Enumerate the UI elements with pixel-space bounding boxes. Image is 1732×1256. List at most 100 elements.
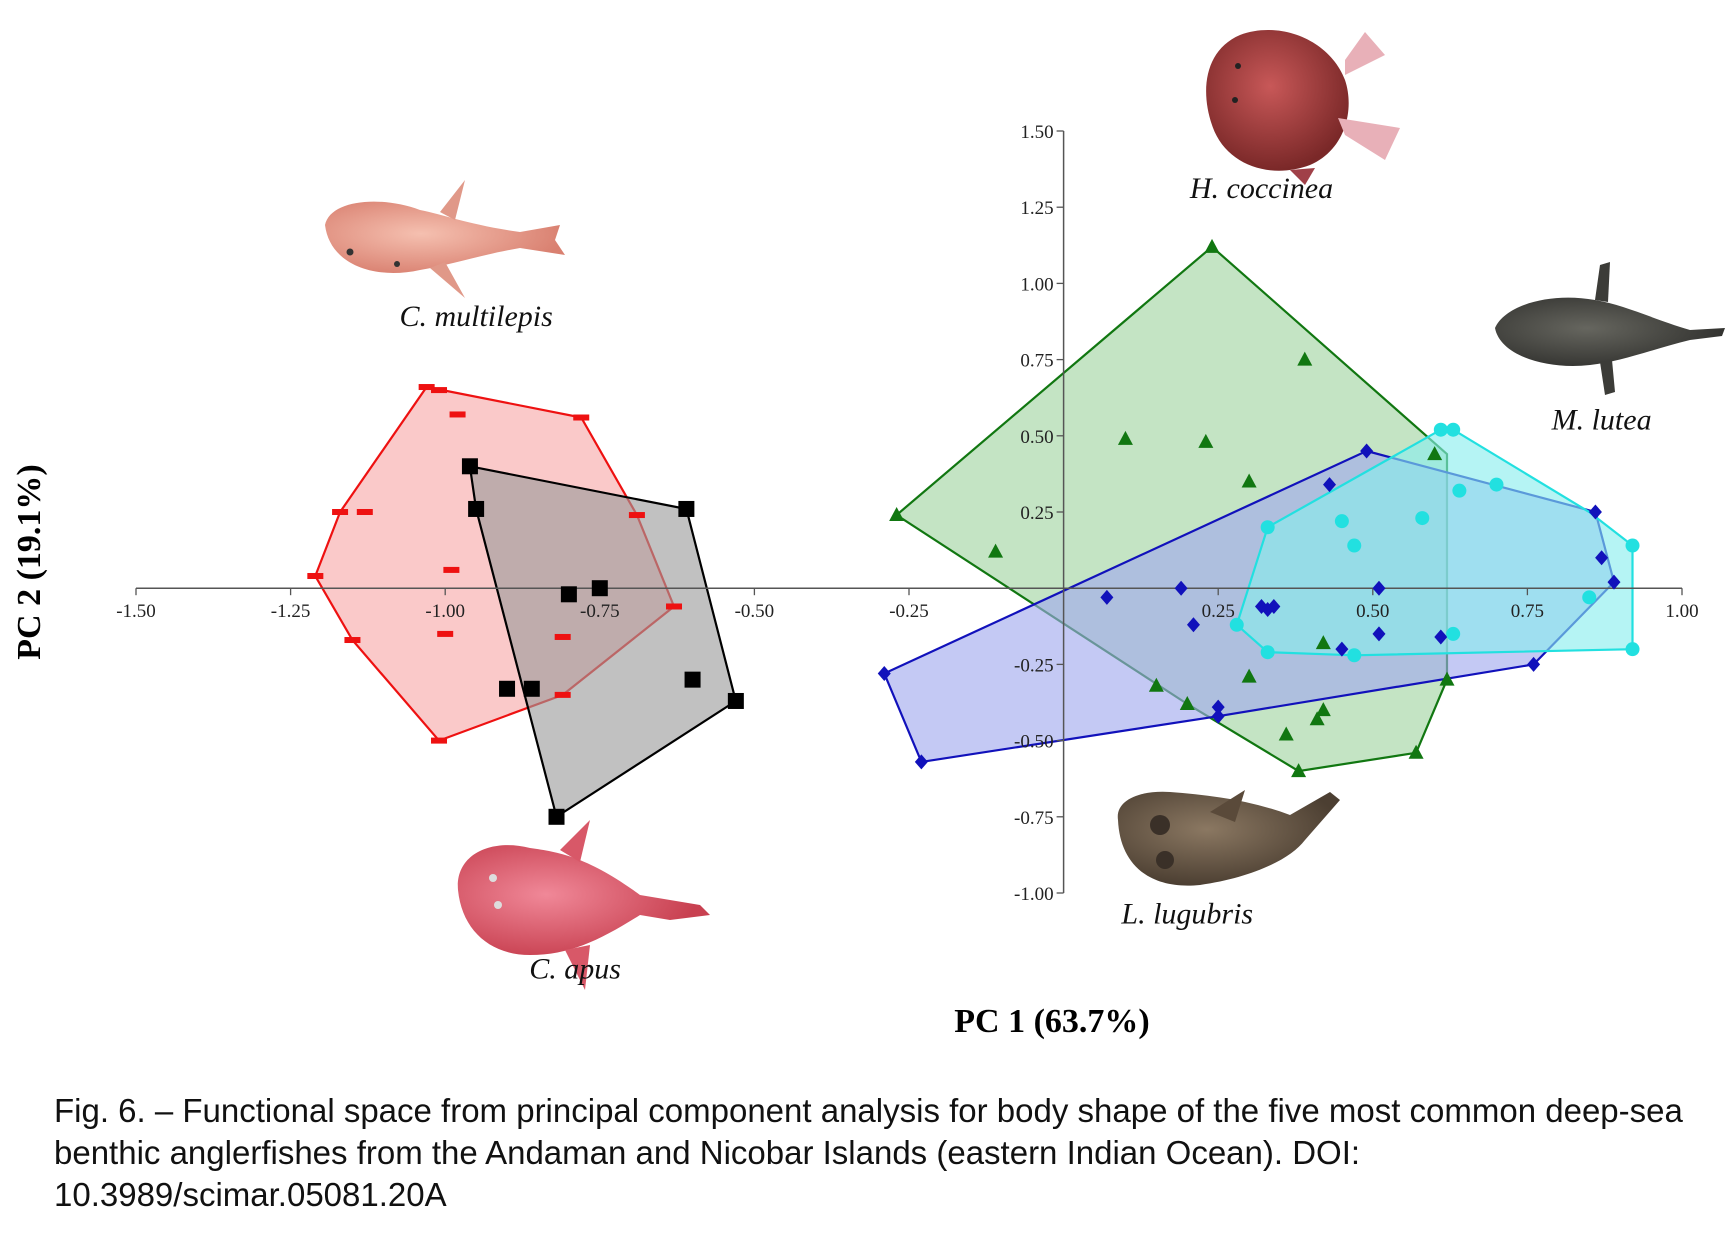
- y-tick-label: 1.25: [1020, 198, 1053, 219]
- point-l-lugubris: [914, 754, 928, 770]
- point-m-lutea: [1625, 538, 1640, 553]
- x-tick-label: 0.25: [1202, 601, 1235, 622]
- point-h-coccinea: [1315, 702, 1331, 717]
- point-c-multilepis: [356, 509, 373, 515]
- y-tick-label: 0.75: [1020, 351, 1053, 372]
- point-h-coccinea: [1315, 635, 1331, 650]
- point-h-coccinea: [1427, 446, 1443, 461]
- point-c-multilepis: [449, 411, 466, 418]
- point-m-lutea: [1433, 422, 1448, 437]
- point-c-apus: [684, 671, 701, 688]
- point-l-lugubris: [1323, 477, 1337, 493]
- point-h-coccinea: [1117, 430, 1133, 445]
- point-c-apus: [591, 580, 608, 597]
- point-l-lugubris: [1335, 641, 1349, 657]
- x-tick-label: -1.00: [425, 601, 465, 622]
- x-axis-title: PC 1 (63.7%): [954, 1003, 1149, 1040]
- point-c-multilepis: [666, 603, 683, 610]
- point-c-multilepis: [332, 509, 349, 515]
- point-c-multilepis: [431, 737, 448, 744]
- point-c-apus: [727, 692, 744, 709]
- point-l-lugubris: [1100, 589, 1114, 605]
- point-h-coccinea: [1309, 711, 1325, 726]
- point-m-lutea: [1452, 483, 1467, 498]
- data-points: [307, 238, 1640, 825]
- x-tick-label: 1.00: [1665, 601, 1698, 622]
- point-l-lugubris: [1174, 580, 1188, 596]
- point-c-multilepis: [554, 691, 571, 698]
- axes: -1.50 -1.25 -1.00 -0.75 -0.50 -0.25 0.25 0.50 0.…: [116, 122, 1698, 905]
- x-tick-label: -1.25: [271, 601, 311, 622]
- point-h-coccinea: [1439, 671, 1455, 686]
- x-tick-label: 0.75: [1511, 601, 1544, 622]
- point-l-lugubris: [1211, 708, 1225, 724]
- point-c-multilepis: [554, 633, 571, 640]
- species-label-m-lutea: M. lutea: [1551, 404, 1652, 437]
- point-c-apus: [678, 500, 695, 517]
- point-l-lugubris: [1372, 580, 1386, 596]
- y-axis-title: PC 2 (19.1%): [11, 464, 48, 659]
- point-c-multilepis: [418, 384, 435, 391]
- y-tick-label: 0.25: [1020, 503, 1053, 524]
- point-h-coccinea: [1291, 763, 1307, 778]
- point-h-coccinea: [1297, 351, 1313, 366]
- c-apus-fish-photo: [457, 820, 710, 990]
- c-multilepis-fish-photo: [325, 180, 565, 298]
- point-h-coccinea: [1204, 238, 1220, 253]
- point-l-lugubris: [1595, 550, 1609, 566]
- point-h-coccinea: [1148, 677, 1164, 692]
- point-m-lutea: [1347, 538, 1362, 553]
- point-l-lugubris: [1186, 617, 1200, 633]
- point-h-coccinea: [1241, 473, 1257, 488]
- point-c-multilepis: [443, 566, 460, 573]
- point-m-lutea: [1625, 642, 1640, 657]
- point-l-lugubris: [1261, 602, 1275, 618]
- point-l-lugubris: [1372, 626, 1386, 642]
- convex-hulls: [314, 245, 1634, 819]
- point-h-coccinea: [1278, 726, 1294, 741]
- point-h-coccinea: [1198, 433, 1214, 448]
- figure-caption: Fig. 6. – Functional space from principa…: [54, 1092, 1683, 1213]
- point-m-lutea: [1347, 648, 1362, 663]
- y-tick-label: 0.50: [1020, 427, 1053, 448]
- y-tick-label: 1.50: [1020, 122, 1053, 143]
- h-coccinea-fish-photo: [1206, 30, 1400, 185]
- pca-scatter-plot: -1.50 -1.25 -1.00 -0.75 -0.50 -0.25 0.25 0.50 0.…: [11, 30, 1725, 1040]
- y-tick-label: -1.00: [1014, 884, 1054, 905]
- point-h-coccinea: [889, 507, 905, 522]
- y-tick-label: 1.00: [1020, 274, 1053, 295]
- point-h-coccinea: [1408, 744, 1424, 759]
- point-l-lugubris: [1527, 656, 1541, 672]
- x-tick-label: -0.50: [735, 601, 775, 622]
- point-c-multilepis: [344, 637, 361, 644]
- point-c-multilepis: [628, 512, 645, 519]
- point-l-lugubris: [1588, 504, 1602, 520]
- point-m-lutea: [1582, 590, 1597, 605]
- y-tick-label: -0.25: [1014, 655, 1054, 676]
- point-l-lugubris: [877, 666, 891, 682]
- point-m-lutea: [1415, 511, 1430, 526]
- point-h-coccinea: [1241, 668, 1257, 683]
- point-m-lutea: [1260, 520, 1275, 535]
- point-c-multilepis: [431, 387, 448, 394]
- y-tick-label: -0.50: [1014, 732, 1054, 753]
- point-l-lugubris: [1434, 629, 1448, 645]
- point-c-apus: [523, 680, 540, 697]
- species-label-l-lugubris: L. lugubris: [1120, 897, 1253, 930]
- point-h-coccinea: [1179, 696, 1195, 711]
- species-label-c-apus: C. apus: [529, 952, 621, 985]
- point-c-apus: [548, 808, 565, 825]
- species-label-c-multilepis: C. multilepis: [399, 300, 552, 333]
- point-l-lugubris: [1211, 699, 1225, 715]
- hull-m-lutea: [1235, 428, 1634, 657]
- point-m-lutea: [1334, 514, 1349, 529]
- m-lutea-fish-photo: [1495, 262, 1725, 395]
- point-c-apus: [560, 586, 577, 603]
- species-label-h-coccinea: H. coccinea: [1189, 172, 1333, 205]
- l-lugubris-fish-photo: [1117, 790, 1340, 886]
- y-tick-label: -0.75: [1014, 808, 1054, 829]
- point-h-coccinea: [988, 543, 1004, 558]
- x-tick-label: -0.75: [580, 601, 620, 622]
- x-tick-label: -1.50: [116, 601, 156, 622]
